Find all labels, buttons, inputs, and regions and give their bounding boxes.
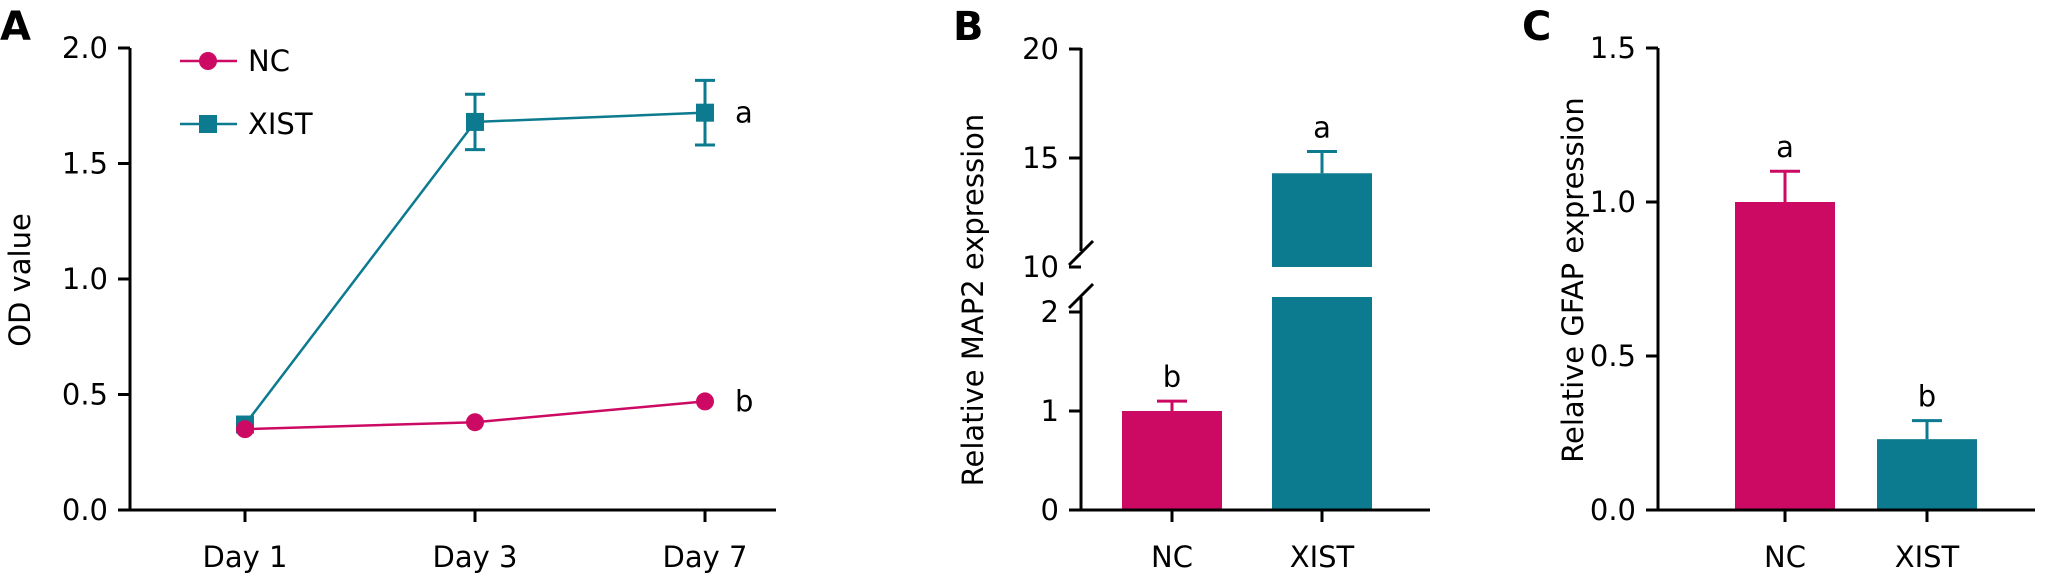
panel-b-axis-break-mark-lower <box>1067 282 1095 310</box>
panel-a-line-chart: OD value 0.0 0.5 1.0 1.5 2.0 Day 1 Day 3 Day 7 N… <box>3 31 776 574</box>
panel-c-y-label: Relative GFAP expression <box>1556 97 1590 463</box>
panel-a-point-xist <box>466 112 484 131</box>
panel-a-point-nc <box>696 392 714 411</box>
panel-b-axis-break-mark-upper <box>1067 239 1095 267</box>
panel-c-significance-label: b <box>1918 380 1936 414</box>
panel-a-y-label: OD value <box>3 213 37 347</box>
legend-label-xist: XIST <box>248 107 313 141</box>
panel-b-y-label: Relative MAP2 expression <box>956 114 990 487</box>
panel-b-bar-xist-lower <box>1272 297 1372 509</box>
panel-c-x-tick-label: NC <box>1764 540 1806 574</box>
panel-c-y-tick-label: 0.0 <box>1590 493 1636 527</box>
panel-a-x-tick-label: Day 1 <box>203 540 288 574</box>
legend-label-nc: NC <box>248 44 290 78</box>
panel-b-bar-nc <box>1122 411 1222 509</box>
panel-b-y-tick-label: 0 <box>1041 493 1059 527</box>
panel-a-point-xist <box>696 103 714 122</box>
legend-marker-nc <box>199 52 217 70</box>
panel-b-y-tick-label: 1 <box>1041 394 1059 428</box>
panel-b-y-tick-label: 2 <box>1041 295 1059 329</box>
panel-c-y-tick-label: 1.5 <box>1590 31 1636 65</box>
panel-a-point-nc <box>466 413 484 432</box>
panel-label-c: C <box>1522 4 1551 50</box>
panel-a-y-tick-label: 2.0 <box>62 31 108 65</box>
panel-c-bar-chart: Relative GFAP expression 0.0 0.5 1.0 1.5 a NC… <box>1556 31 2035 574</box>
panel-c-bar-nc <box>1735 202 1835 509</box>
panel-label-b: B <box>953 4 984 50</box>
panel-b-bar-xist-upper <box>1272 173 1372 267</box>
legend-marker-xist <box>199 115 217 133</box>
panel-a-significance-label: b <box>735 384 753 418</box>
panel-b-significance-label: a <box>1313 110 1331 144</box>
panel-c-y-tick-label: 1.0 <box>1590 185 1636 219</box>
panel-a-point-nc <box>236 420 254 439</box>
panel-a-significance-label: a <box>735 96 753 130</box>
panel-b-x-tick-label: NC <box>1151 540 1193 574</box>
panel-c-x-tick-label: XIST <box>1895 540 1960 574</box>
panel-a-x-tick-label: Day 3 <box>433 540 518 574</box>
panel-b-x-tick-label: XIST <box>1290 540 1355 574</box>
panel-label-a: A <box>0 4 31 50</box>
panel-b-bar-chart: Relative MAP2 expression 0 1 2 10 15 20 b NC a XI… <box>956 32 1430 574</box>
panel-c-y-tick-label: 0.5 <box>1590 339 1636 373</box>
panel-c-significance-label: a <box>1776 130 1794 164</box>
panel-a-series-line-xist <box>244 111 706 426</box>
panel-a-y-tick-label: 0.0 <box>62 493 108 527</box>
panel-a-y-tick-label: 0.5 <box>62 378 108 412</box>
panel-c-bar-xist <box>1877 439 1977 509</box>
panel-b-y-tick-label: 20 <box>1022 32 1059 66</box>
panel-b-y-tick-label: 10 <box>1022 250 1059 284</box>
panel-a-y-tick-label: 1.5 <box>62 147 108 181</box>
panel-b-significance-label: b <box>1163 360 1181 394</box>
panel-a-x-tick-label: Day 7 <box>663 540 748 574</box>
panel-b-y-tick-label: 15 <box>1022 141 1059 175</box>
panel-a-y-tick-label: 1.0 <box>62 262 108 296</box>
